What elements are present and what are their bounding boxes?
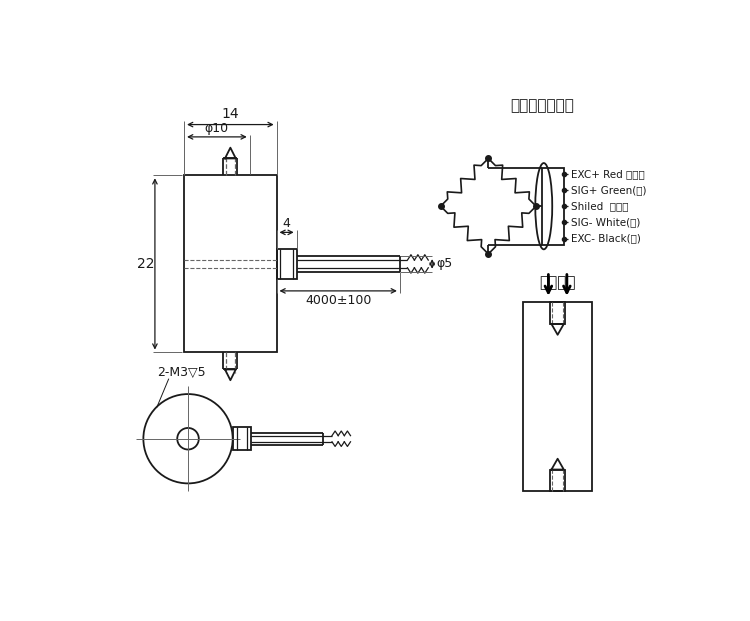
Bar xyxy=(277,249,296,279)
Bar xyxy=(232,427,251,450)
Text: φ10: φ10 xyxy=(205,122,229,135)
Text: 22: 22 xyxy=(137,257,154,271)
Bar xyxy=(542,168,564,245)
Text: 4: 4 xyxy=(283,217,290,230)
Text: 14: 14 xyxy=(221,107,239,122)
Text: 2-M3▽5: 2-M3▽5 xyxy=(158,366,206,379)
Text: EXC+ Red （红）: EXC+ Red （红） xyxy=(571,169,644,179)
Text: 压向正输出线序: 压向正输出线序 xyxy=(510,98,574,114)
Bar xyxy=(550,302,566,324)
Text: 4000±100: 4000±100 xyxy=(305,294,371,307)
Text: φ5: φ5 xyxy=(436,258,452,270)
Text: 受力方式: 受力方式 xyxy=(539,276,576,291)
Bar xyxy=(184,175,277,353)
Text: SIG+ Green(绿): SIG+ Green(绿) xyxy=(571,185,646,195)
Bar xyxy=(523,302,592,491)
Text: SIG- White(白): SIG- White(白) xyxy=(571,217,640,227)
Bar xyxy=(550,469,566,491)
Text: Shiled  屏蔽线: Shiled 屏蔽线 xyxy=(571,201,628,211)
Text: EXC- Black(黑): EXC- Black(黑) xyxy=(571,233,640,243)
